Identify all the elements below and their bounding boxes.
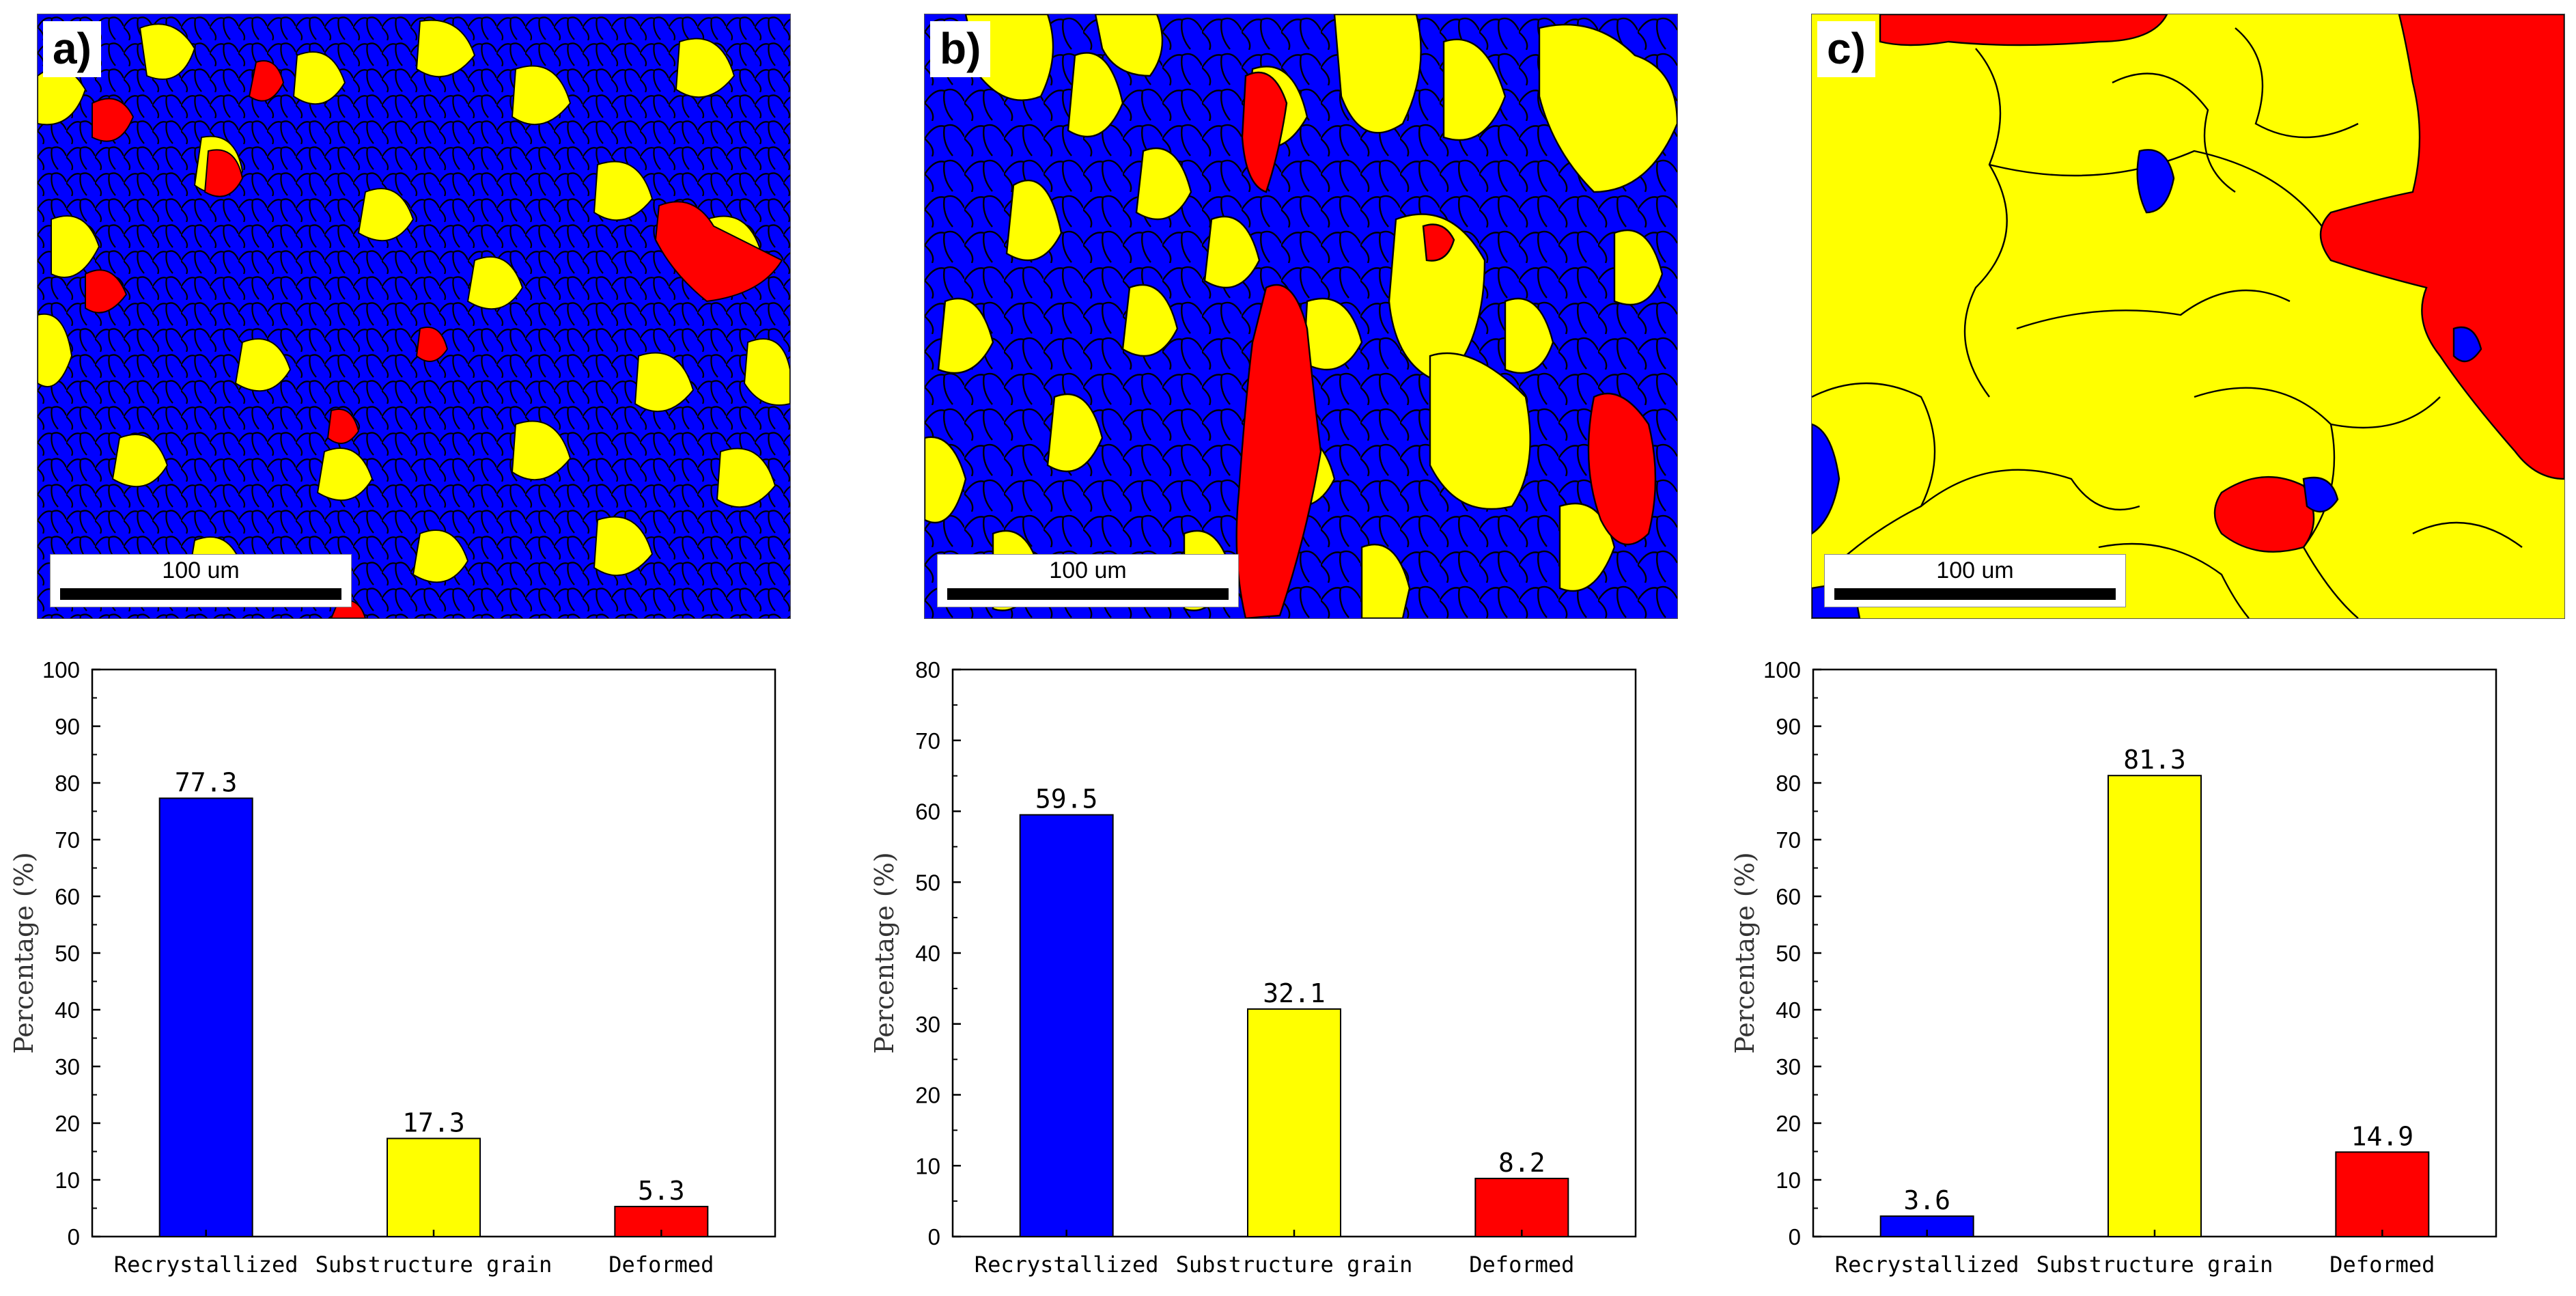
ebsd-map-b: b) 100 um	[924, 14, 1678, 619]
y-tick-label-c: 40	[1776, 997, 1801, 1023]
y-tick-label-a: 100	[42, 657, 80, 683]
scale-bar-c: 100 um	[1824, 554, 2126, 607]
y-tick-label-a: 40	[55, 997, 80, 1023]
bar-chart-b-svg: 0 10 20 30 40 50 60 70 80 Percentage (%) 59.5 Recry…	[860, 649, 1707, 1293]
ebsd-map-c-image	[1812, 14, 2564, 618]
value-label-b: 8.2	[1498, 1148, 1545, 1178]
ebsd-map-a: a) 100 um	[37, 14, 791, 619]
panel-label-c: c)	[1817, 21, 1875, 77]
y-tick-label-a: 50	[55, 941, 80, 966]
bar-deformed-c	[2336, 1152, 2428, 1237]
y-axis-label-c: Percentage (%)	[1730, 852, 1760, 1053]
value-label-a: 17.3	[402, 1107, 465, 1138]
bar-chart-a-svg: 0 10 20 30 40 50 60 70 80 90 100 Percentage (%) 77.3…	[0, 649, 847, 1293]
bar-chart-c: 0 10 20 30 40 50 60 70 80 90 100 Percentage (%) 3.6 R…	[1721, 649, 2575, 1296]
panel-label-b: b)	[930, 21, 990, 77]
ebsd-map-b-image	[925, 14, 1677, 618]
y-tick-label-b: 0	[928, 1224, 940, 1250]
scale-bar-b: 100 um	[937, 554, 1239, 607]
y-tick-label-c: 0	[1789, 1224, 1801, 1250]
y-axis-label-a: Percentage (%)	[9, 852, 39, 1053]
y-tick-label-b: 20	[915, 1083, 940, 1108]
ebsd-map-c: c) 100 um	[1811, 14, 2565, 619]
y-tick-label-c: 80	[1776, 771, 1801, 796]
y-tick-label-a: 80	[55, 771, 80, 796]
y-tick-label-c: 100	[1763, 657, 1801, 683]
value-label-c: 3.6	[1903, 1185, 1950, 1215]
bar-recrystallized-b	[1020, 815, 1113, 1237]
bar-chart-c-svg: 0 10 20 30 40 50 60 70 80 90 100 Percentage (%) 3.6 R…	[1721, 649, 2575, 1293]
bar-substructure-grain-a	[387, 1138, 480, 1237]
y-tick-label-c: 10	[1776, 1168, 1801, 1193]
y-tick-label-b: 30	[915, 1012, 940, 1037]
category-label-c: Deformed	[2329, 1252, 2435, 1278]
category-label-c: Recrystallized	[1835, 1252, 2019, 1278]
category-label-b: Substructure grain	[1176, 1252, 1413, 1278]
scale-bar-line-b	[947, 588, 1229, 600]
y-tick-label-c: 70	[1776, 827, 1801, 853]
value-label-c: 81.3	[2123, 745, 2186, 775]
y-tick-label-a: 70	[55, 827, 80, 853]
y-tick-label-c: 30	[1776, 1054, 1801, 1079]
y-tick-label-a: 10	[55, 1168, 80, 1193]
ebsd-map-a-image	[38, 14, 790, 618]
value-label-c: 14.9	[2351, 1121, 2414, 1151]
bar-chart-a: 0 10 20 30 40 50 60 70 80 90 100 Percentage (%) 77.3…	[0, 649, 847, 1296]
panel-label-a: a)	[43, 21, 101, 77]
value-label-b: 59.5	[1035, 784, 1098, 814]
y-tick-label-a: 30	[55, 1054, 80, 1079]
category-label-a: Deformed	[608, 1252, 714, 1278]
category-label-b: Deformed	[1469, 1252, 1574, 1278]
y-tick-label-c: 90	[1776, 714, 1801, 739]
y-tick-label-c: 50	[1776, 941, 1801, 966]
scale-bar-label-b: 100 um	[938, 557, 1238, 584]
y-tick-label-c: 20	[1776, 1111, 1801, 1136]
y-tick-label-b: 80	[915, 657, 940, 683]
y-tick-label-a: 0	[68, 1224, 80, 1250]
category-label-b: Recrystallized	[975, 1252, 1159, 1278]
y-tick-label-b: 60	[915, 799, 940, 825]
scale-bar-label-a: 100 um	[51, 557, 351, 584]
bar-deformed-b	[1475, 1178, 1568, 1237]
bar-substructure-grain-b	[1248, 1009, 1341, 1237]
y-tick-label-a: 90	[55, 714, 80, 739]
y-tick-label-b: 40	[915, 941, 940, 966]
scale-bar-label-c: 100 um	[1825, 557, 2125, 584]
y-tick-label-b: 10	[915, 1153, 940, 1178]
y-axis-label-b: Percentage (%)	[869, 852, 899, 1053]
bar-substructure-grain-c	[2108, 775, 2201, 1237]
y-tick-label-b: 70	[915, 728, 940, 754]
scale-bar-a: 100 um	[50, 554, 352, 607]
bar-chart-b: 0 10 20 30 40 50 60 70 80 Percentage (%) 59.5 Recry…	[860, 649, 1707, 1296]
scale-bar-line-a	[60, 588, 341, 600]
value-label-a: 5.3	[638, 1176, 685, 1206]
value-label-b: 32.1	[1263, 978, 1326, 1008]
y-tick-label-a: 60	[55, 884, 80, 909]
scale-bar-line-c	[1834, 588, 2116, 600]
category-label-a: Recrystallized	[114, 1252, 298, 1278]
category-label-a: Substructure grain	[316, 1252, 552, 1278]
y-tick-label-a: 20	[55, 1111, 80, 1136]
y-tick-label-b: 50	[915, 870, 940, 895]
y-tick-label-c: 60	[1776, 884, 1801, 909]
value-label-a: 77.3	[175, 767, 238, 797]
bar-recrystallized-a	[160, 798, 253, 1237]
category-label-c: Substructure grain	[2036, 1252, 2273, 1278]
